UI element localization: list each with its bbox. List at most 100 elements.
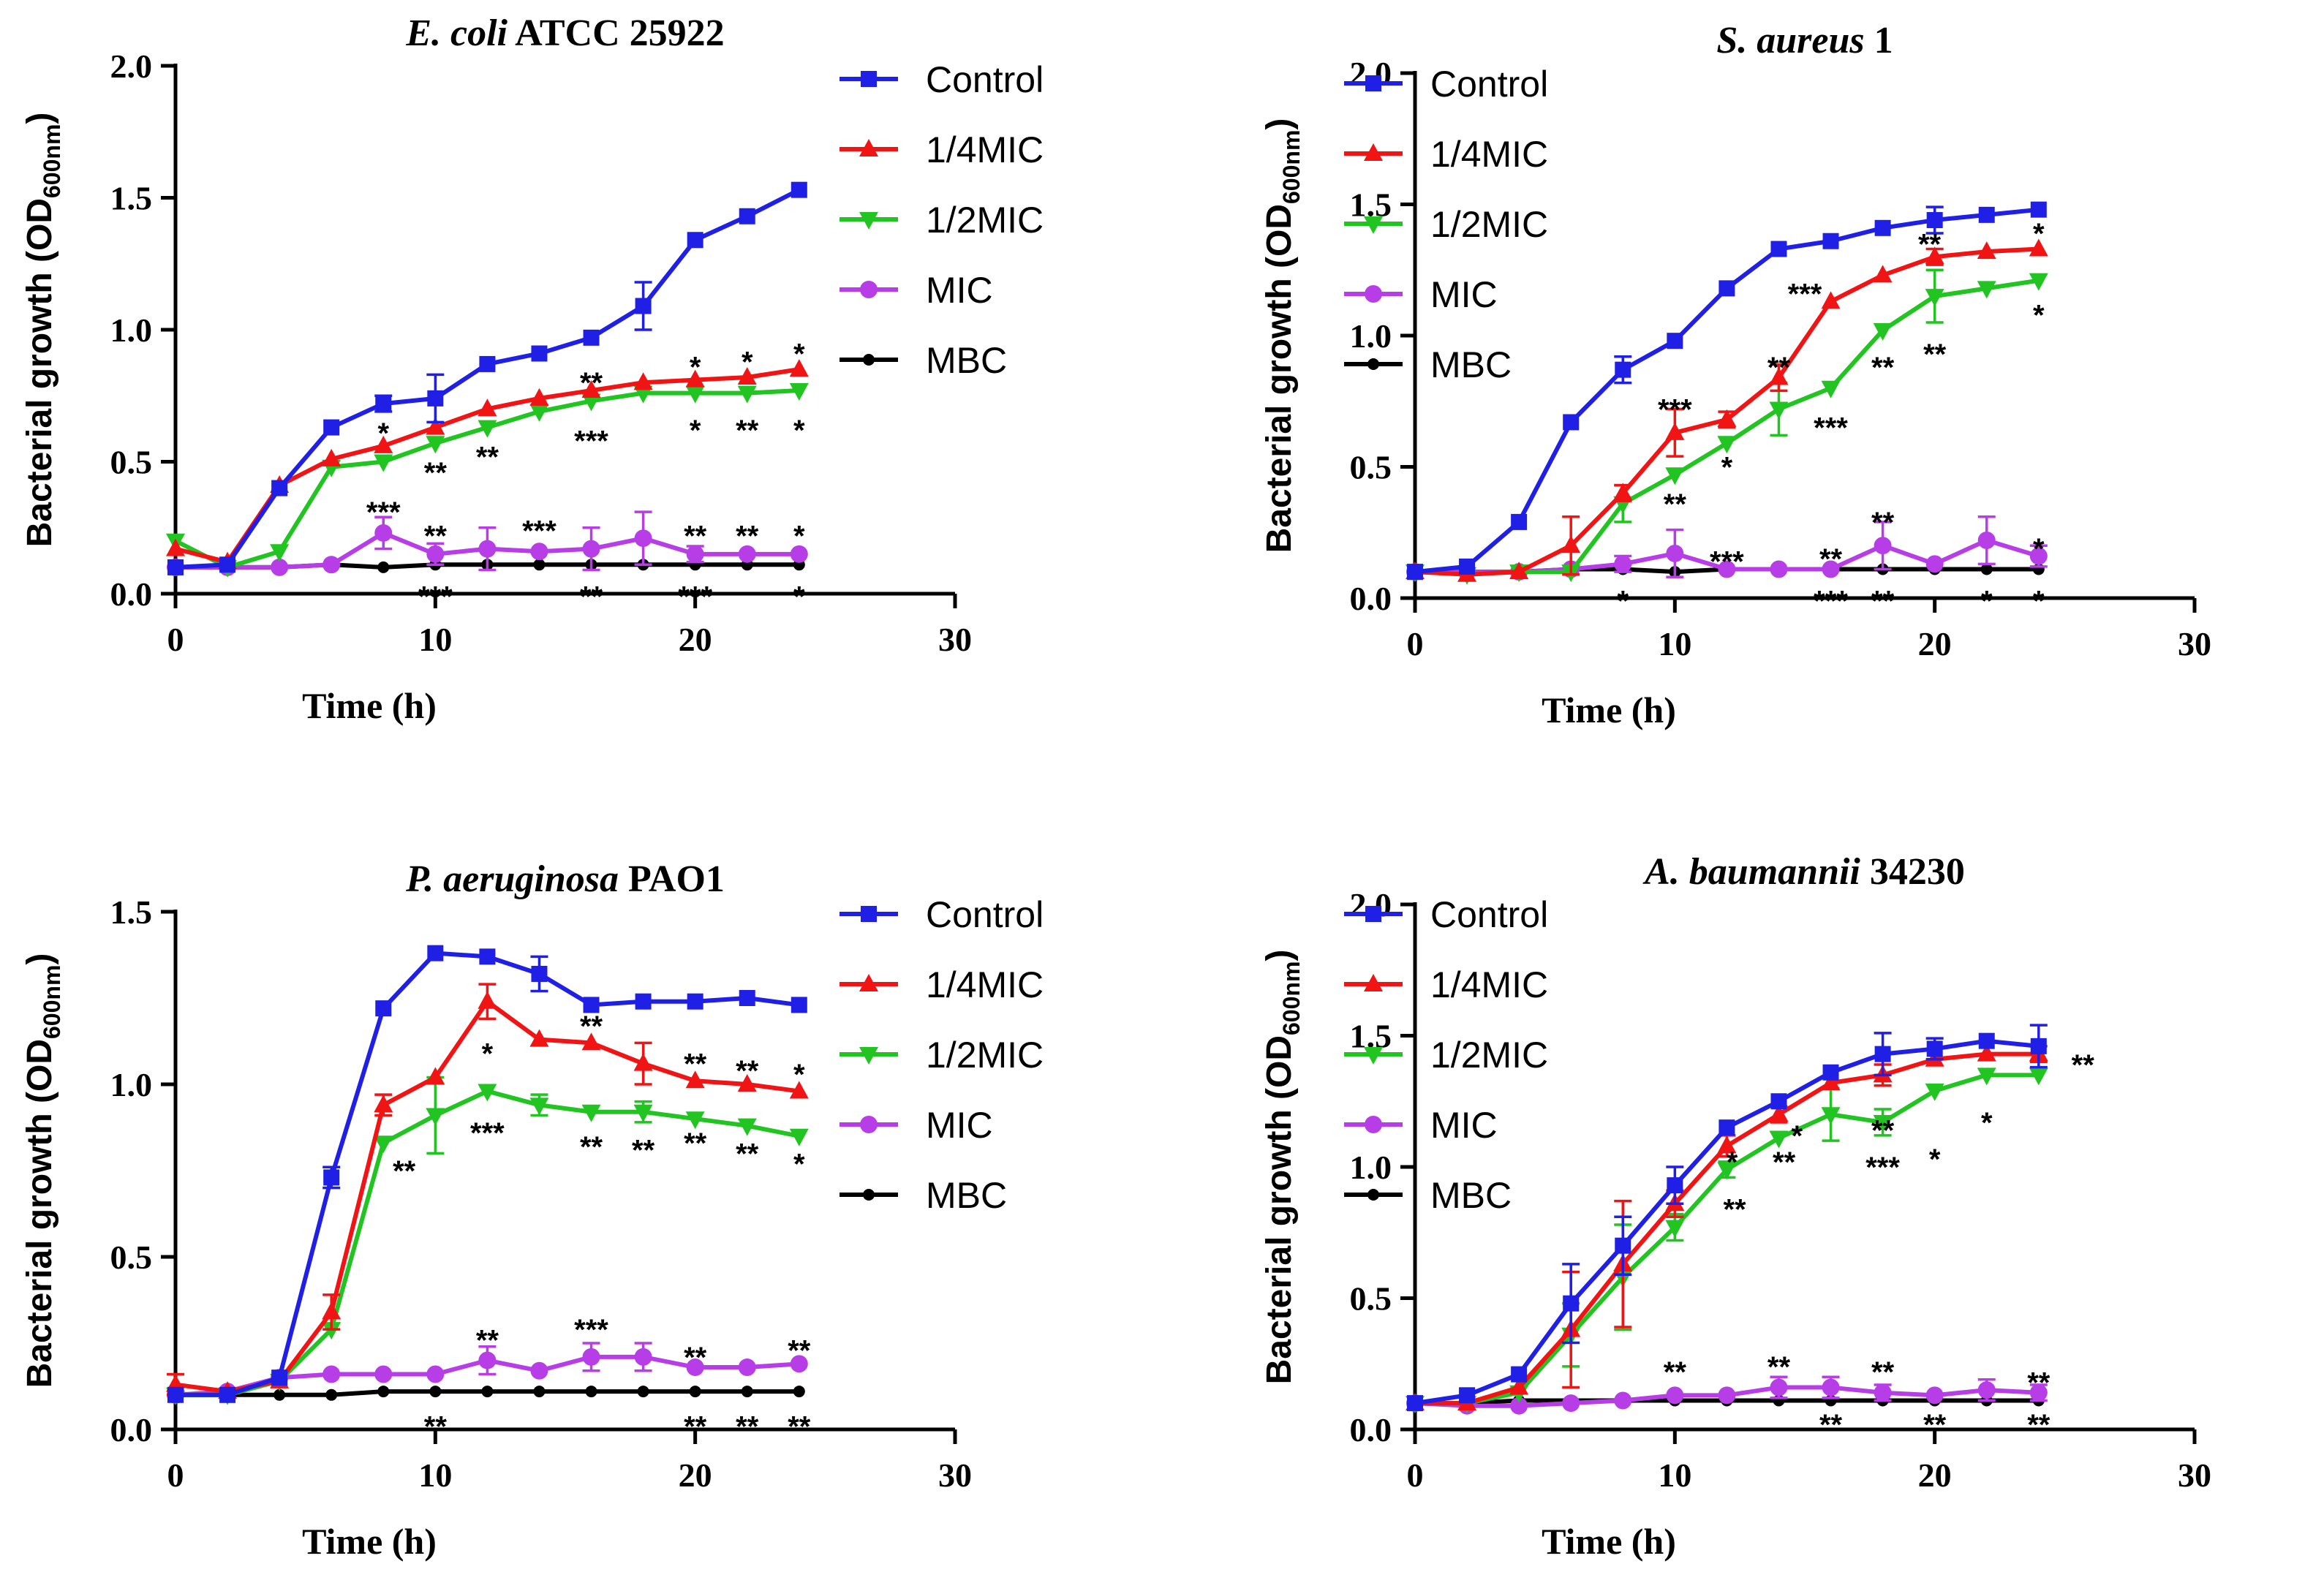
significance-mark: * [2033, 299, 2045, 331]
data-point [2030, 1038, 2047, 1054]
significance-mark: * [482, 1038, 494, 1070]
x-tick-label: 20 [679, 1456, 712, 1494]
data-point [686, 1358, 704, 1377]
data-point [271, 480, 288, 496]
data-point [791, 997, 807, 1013]
y-axis-title-subscript: 600nm [39, 965, 65, 1039]
y-tick-label: 0.5 [110, 1239, 153, 1276]
significance-mark: * [2033, 586, 2045, 618]
data-point [426, 436, 445, 454]
legend-marker [861, 71, 877, 87]
data-point [1665, 422, 1685, 440]
significance-mark: * [2033, 533, 2045, 565]
data-point [1459, 558, 1476, 575]
legend-item: MIC [840, 270, 993, 311]
data-point [322, 1322, 342, 1340]
significance-mark: ** [2072, 1049, 2095, 1081]
data-point [1511, 1366, 1528, 1383]
significance-mark: ** [684, 1048, 707, 1081]
x-tick-label: 30 [938, 621, 972, 658]
x-axis-title: Time (h) [1542, 689, 1676, 730]
significance-mark: *** [366, 496, 401, 529]
chart-title: P. aeruginosa PAO1 [405, 858, 725, 900]
legend-item: 1/4MIC [1344, 964, 1548, 1005]
data-point [1510, 1397, 1528, 1415]
legend-marker [859, 212, 878, 230]
significance-mark: ** [684, 1342, 707, 1374]
data-point [377, 561, 390, 573]
data-point [167, 559, 184, 575]
chart-title-species: A. baumannii [1642, 851, 1860, 893]
data-point [1821, 1073, 1841, 1091]
significance-mark: ** [1664, 1356, 1687, 1388]
y-tick-label: 0.0 [1350, 1411, 1392, 1448]
data-point [2029, 273, 2048, 291]
y-tick-label: 1.0 [110, 1066, 153, 1103]
data-point [374, 435, 393, 453]
data-point [322, 448, 342, 466]
significance-mark: ** [424, 1410, 448, 1443]
significance-mark: ** [736, 1138, 759, 1170]
data-point [1925, 246, 1944, 265]
data-point [635, 298, 652, 314]
x-tick-label: 20 [679, 621, 712, 658]
significance-mark: *** [1865, 1152, 1900, 1184]
data-point [1977, 281, 1996, 299]
data-point [529, 1097, 549, 1116]
legend-marker [863, 354, 875, 366]
data-point [529, 404, 549, 422]
data-point [530, 1361, 548, 1380]
data-point [789, 1128, 809, 1146]
data-point [1874, 219, 1891, 236]
data-point [375, 396, 392, 412]
significance-mark: ** [736, 1410, 759, 1443]
data-point [737, 366, 757, 385]
y-tick-label: 0.5 [1350, 449, 1392, 486]
data-point [167, 1386, 184, 1403]
data-point [685, 1111, 705, 1130]
significance-mark: ** [788, 1334, 811, 1367]
data-point [1717, 409, 1737, 427]
significance-mark: * [1721, 452, 1733, 484]
legend-item: 1/4MIC [1344, 134, 1548, 175]
series-line [1415, 1051, 2039, 1406]
significance-mark: ** [1923, 339, 1947, 371]
data-point [1719, 1119, 1735, 1136]
data-point [789, 383, 809, 401]
significance-mark: *** [1814, 412, 1848, 445]
significance-marks: *************************************** [366, 338, 805, 613]
data-point [585, 1386, 597, 1398]
data-point [273, 1388, 286, 1401]
legend-item: MBC [1344, 344, 1512, 385]
y-tick-label: 0.0 [110, 575, 153, 613]
data-point [1822, 233, 1839, 249]
data-point [2029, 1383, 2048, 1402]
data-point [1509, 1377, 1529, 1395]
legend-marker [859, 139, 878, 156]
significance-mark: ** [736, 1055, 759, 1087]
significance-marks: *************************************** [393, 1010, 811, 1443]
significance-marks: ************************* ****** *** ** * * [1617, 218, 2045, 618]
significance-mark: * [1929, 1144, 1941, 1176]
y-axis-title-main: Bacterial growth (OD [1260, 204, 1299, 553]
significance-mark: * [793, 521, 805, 553]
chart-title: E. coli ATCC 25922 [405, 12, 724, 54]
data-point [582, 1348, 600, 1366]
x-tick-label: 0 [1407, 1456, 1424, 1494]
legend-label: 1/4MIC [1430, 964, 1548, 1005]
data-point [1614, 555, 1632, 573]
y-axis-title: Bacterial growth (OD600nm) [1260, 950, 1305, 1385]
data-point [582, 540, 600, 558]
data-point [1980, 563, 1993, 575]
legend-marker [1367, 358, 1379, 370]
data-point [166, 538, 185, 556]
significance-mark: ** [1819, 1409, 1843, 1441]
data-point [685, 385, 705, 404]
significance-mark: * [1617, 586, 1629, 618]
legend: Control 1/4MIC 1/2MIC MIC MBC [840, 59, 1044, 381]
data-point [1821, 1107, 1841, 1125]
data-point [791, 181, 807, 198]
significance-mark: *** [1788, 279, 1822, 311]
data-point [322, 556, 341, 574]
legend-item: MBC [1344, 1175, 1512, 1216]
